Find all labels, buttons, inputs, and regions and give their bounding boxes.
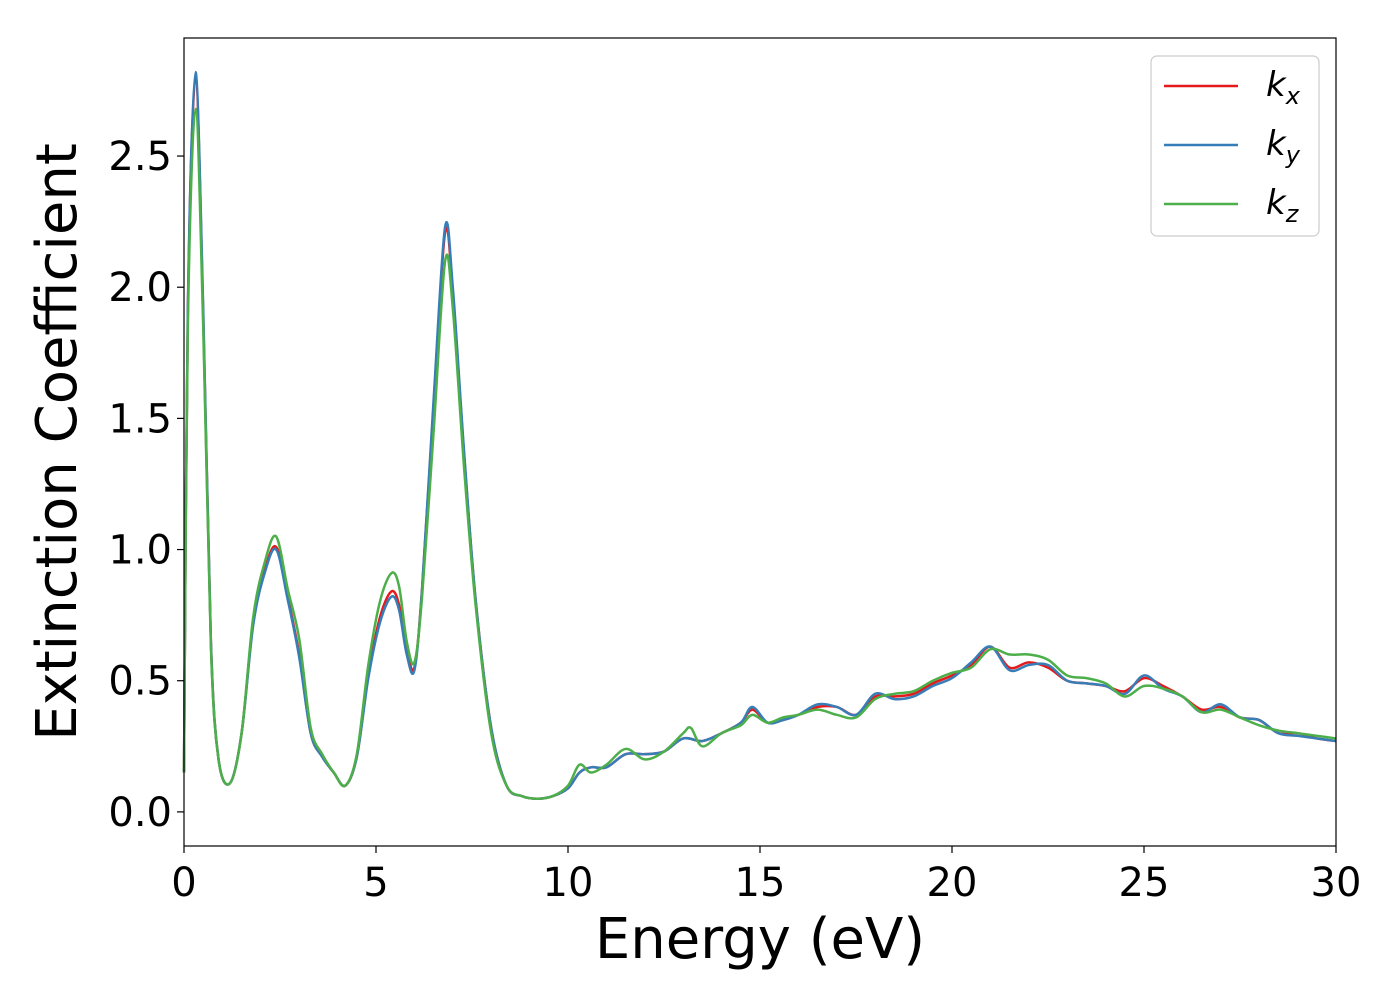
y-tick-label: 2.0: [108, 265, 172, 311]
plot-area: [184, 38, 1336, 846]
y-tick-label: 0.0: [108, 790, 172, 836]
x-tick-label: 0: [171, 860, 196, 906]
y-tick-label: 1.5: [108, 396, 172, 442]
series-line-kz: [182, 107, 1337, 801]
x-tick-label: 5: [363, 860, 388, 906]
tick-layer: 0 5 10 15 20 25 30 0.0 0.5 1.0 1.5 2.0 2.5: [108, 134, 1361, 906]
series-layer: [182, 70, 1337, 801]
x-tick-label: 15: [735, 860, 786, 906]
x-tick-label: 30: [1311, 860, 1362, 906]
x-tick-label: 20: [927, 860, 978, 906]
x-tick-label: 10: [543, 860, 594, 906]
y-axis-title: Extinction Coefficient: [25, 143, 90, 741]
plot-frame: [183, 37, 1337, 847]
y-tick-label: 1.0: [108, 528, 172, 574]
y-tick-label: 0.5: [108, 659, 172, 705]
y-tick-label: 2.5: [108, 134, 172, 180]
x-axis-title: Energy (eV): [595, 907, 925, 972]
x-tick-label: 25: [1119, 860, 1170, 906]
